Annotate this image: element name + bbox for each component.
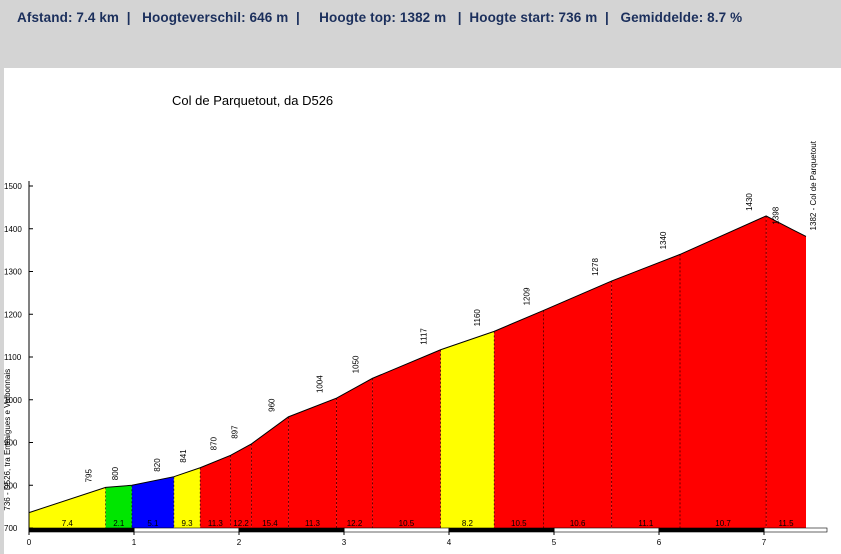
gradient-segment-14: [611, 254, 680, 528]
profile-line: [28, 215, 807, 514]
gradient-segment-2: [105, 485, 132, 528]
gradient-label-14: 11.1: [638, 519, 654, 528]
gradient-label-8: 11.3: [305, 519, 321, 528]
height-label-11: 1160: [473, 309, 482, 327]
gradient-label-6: 12.2: [233, 519, 249, 528]
height-label-16: 1398: [771, 206, 780, 224]
gradient-segment-16: [766, 215, 806, 529]
gradient-label-10: 10.5: [399, 519, 415, 528]
distance-stat: Afstand: 7.4 km: [17, 10, 120, 25]
height-label-5: 870: [210, 436, 219, 450]
gradient-segment-13: [543, 280, 612, 528]
height-label-8: 1004: [316, 375, 325, 393]
height-label-13: 1278: [591, 258, 600, 276]
gradient-segment-9: [336, 378, 373, 528]
start-height-stat: Hoogte start: 736 m: [469, 10, 598, 25]
gradient-segment-3: [131, 476, 174, 528]
km-bar-7: [763, 527, 828, 533]
x-tick-label-2: 2: [237, 538, 242, 547]
gradient-segment-1: [29, 487, 106, 528]
gradient-segment-15: [680, 215, 767, 529]
gradient-label-4: 9.3: [181, 519, 193, 528]
gradient-label-3: 5.1: [147, 519, 159, 528]
km-bar-3: [343, 527, 450, 533]
x-tick-label-0: 0: [27, 538, 32, 547]
gradient-label-9: 12.2: [347, 519, 363, 528]
km-bar-2: [238, 527, 345, 533]
y-tick-label-900: 900: [4, 439, 18, 448]
x-tick-label-7: 7: [762, 538, 767, 547]
y-tick-label-1200: 1200: [4, 310, 22, 319]
x-tick-label-4: 4: [447, 538, 452, 547]
gradient-label-2: 2.1: [113, 519, 125, 528]
elevation-gain-stat: Hoogteverschil: 646 m: [142, 10, 289, 25]
km-bar-4: [448, 527, 555, 533]
height-label-15: 1430: [745, 193, 754, 211]
gradient-label-1: 7.4: [62, 519, 74, 528]
height-label-7: 960: [267, 398, 276, 412]
y-tick-label-1500: 1500: [4, 182, 22, 191]
top-height-stat: Hoogte top: 1382 m: [319, 10, 447, 25]
height-label-12: 1209: [523, 287, 532, 305]
km-bar-1: [133, 527, 240, 533]
height-label-9: 1050: [351, 355, 360, 373]
gradient-segment-8: [288, 398, 337, 528]
gradient-label-16: 11.5: [779, 519, 795, 528]
gradient-segment-12: [494, 310, 544, 528]
km-bar-5: [553, 527, 660, 533]
gradient-label-12: 10.5: [511, 519, 527, 528]
km-bar-0: [28, 527, 135, 533]
gradient-label-15: 10.7: [715, 519, 731, 528]
y-tick-label-1000: 1000: [4, 396, 22, 405]
average-gradient-stat: Gemiddelde: 8.7 %: [620, 10, 743, 25]
gradient-label-5: 11.3: [208, 519, 224, 528]
gradient-label-13: 10.6: [570, 519, 586, 528]
start-location-label: 736 - D526, tra Entraigues e Valbonnais: [4, 369, 12, 511]
x-tick-label-1: 1: [132, 538, 137, 547]
y-tick-label-800: 800: [4, 481, 18, 490]
stats-header: Afstand: 7.4 km | Hoogteverschil: 646 m …: [0, 0, 841, 66]
y-tick-label-1100: 1100: [4, 353, 22, 362]
gradient-segment-5: [200, 455, 231, 528]
y-tick-label-1300: 1300: [4, 268, 22, 277]
elevation-profile-chart: 7.4 2.1 5.1 9.3 11.3 12.2 15.4 11.3 12.2 10.5 8.2 1…: [4, 140, 828, 547]
height-label-2: 800: [111, 466, 120, 480]
chart-title: Col de Parquetout, da D526: [172, 93, 334, 108]
gradient-segment-11: [440, 331, 495, 528]
x-tick-label-6: 6: [657, 538, 662, 547]
gradient-segment-6: [230, 443, 252, 528]
end-location-label: 1382 - Col de Parquetout: [809, 140, 818, 230]
y-tick-label-1400: 1400: [4, 225, 22, 234]
gradient-segment-4: [173, 467, 201, 528]
x-tick-label-5: 5: [552, 538, 557, 547]
height-label-14: 1340: [659, 231, 668, 249]
gradient-segment-7: [251, 416, 289, 528]
gradient-segment-10: [372, 349, 441, 528]
y-tick-label-700: 700: [4, 524, 18, 533]
height-label-6: 897: [231, 425, 240, 439]
x-tick-label-3: 3: [342, 538, 347, 547]
height-label-10: 1117: [420, 328, 429, 345]
gradient-label-7: 15.4: [262, 519, 278, 528]
height-label-3: 820: [153, 458, 162, 472]
height-label-4: 841: [179, 449, 188, 463]
km-bar-6: [658, 527, 765, 533]
height-label-1: 795: [85, 468, 94, 482]
stats-line: Afstand: 7.4 km | Hoogteverschil: 646 m …: [17, 10, 743, 25]
gradient-label-11: 8.2: [462, 519, 474, 528]
chart-panel: 7.4 2.1 5.1 9.3 11.3 12.2 15.4 11.3 12.2 10.5 8.2 1…: [4, 68, 841, 554]
